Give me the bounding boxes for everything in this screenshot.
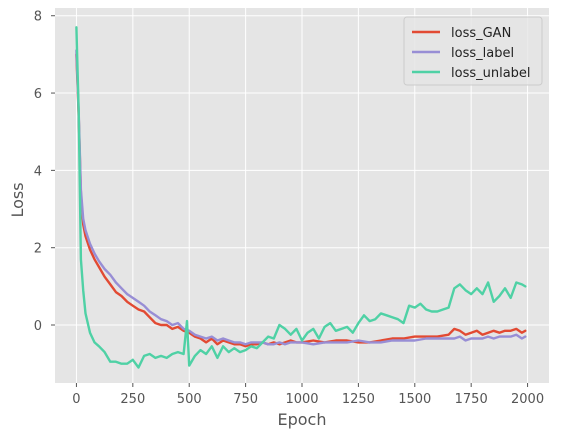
y-tick-label: 2: [34, 242, 42, 257]
x-tick-label: 1500: [398, 392, 431, 407]
y-axis-ticks: 0 2 4 6 8: [34, 10, 55, 334]
legend: loss_GAN loss_label loss_unlabel: [403, 16, 543, 86]
x-tick-label: 1750: [455, 392, 488, 407]
series-lines: [75, 26, 527, 369]
legend-label: loss_GAN: [451, 26, 511, 41]
x-tick-label: 0: [72, 392, 80, 407]
y-tick-label: 8: [34, 10, 42, 25]
series-line-loss-label: [75, 49, 527, 346]
x-axis-label: Epoch: [278, 410, 327, 429]
y-tick-label: 4: [34, 164, 42, 179]
x-tick-label: 500: [177, 392, 202, 407]
series-line-loss-unlabel: [75, 26, 527, 369]
x-tick-label: 750: [233, 392, 258, 407]
legend-label: loss_label: [451, 46, 514, 61]
series-line-loss-GAN: [75, 53, 527, 348]
x-tick-label: 2000: [511, 392, 544, 407]
x-tick-label: 250: [120, 392, 145, 407]
y-tick-label: 0: [34, 319, 42, 334]
x-axis-ticks: 0 250 500 750 1000 1250 1500 1750 2000: [72, 383, 544, 407]
x-tick-label: 1250: [342, 392, 375, 407]
x-tick-label: 1000: [285, 392, 318, 407]
legend-label: loss_unlabel: [451, 66, 531, 81]
legend-box: [403, 16, 543, 86]
y-axis-label: Loss: [8, 182, 27, 217]
y-tick-label: 6: [34, 87, 42, 102]
